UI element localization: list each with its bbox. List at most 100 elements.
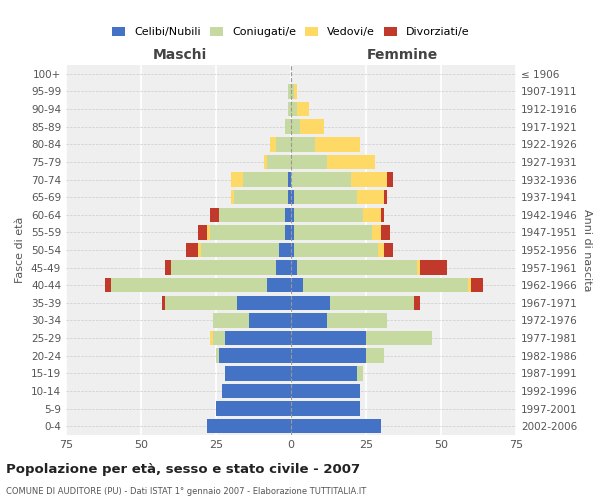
Bar [210,208,219,222]
Text: COMUNE DI AUDITORE (PU) - Dati ISTAT 1° gennaio 2007 - Elaborazione TUTTITALIA.I: COMUNE DI AUDITORE (PU) - Dati ISTAT 1° … [6,488,366,496]
Bar [213,331,225,345]
Bar [213,314,249,328]
Bar [291,190,294,204]
Bar [291,419,381,434]
Bar [225,331,291,345]
Bar [381,208,384,222]
Bar [363,208,381,222]
Bar [327,154,375,169]
Bar [171,260,276,275]
Bar [186,243,198,257]
Bar [201,243,279,257]
Bar [294,208,363,222]
Bar [288,172,291,186]
Bar [291,225,294,240]
Bar [219,348,291,363]
Bar [231,172,243,186]
Bar [285,225,291,240]
Bar [291,137,315,152]
Bar [222,384,291,398]
Bar [198,225,207,240]
Bar [291,120,300,134]
Bar [207,225,210,240]
Text: Popolazione per età, sesso e stato civile - 2007: Popolazione per età, sesso e stato civil… [6,462,360,475]
Bar [267,278,291,292]
Bar [285,208,291,222]
Bar [291,84,294,98]
Bar [420,260,447,275]
Bar [351,172,387,186]
Bar [165,260,171,275]
Bar [357,190,384,204]
Bar [291,331,366,345]
Bar [237,296,291,310]
Bar [366,331,432,345]
Bar [384,243,393,257]
Bar [378,243,384,257]
Bar [270,137,276,152]
Bar [291,154,327,169]
Bar [294,190,357,204]
Y-axis label: Fasce di età: Fasce di età [16,217,25,283]
Bar [315,137,360,152]
Bar [105,278,111,292]
Bar [216,348,219,363]
Bar [291,366,357,380]
Bar [291,278,303,292]
Bar [291,314,327,328]
Bar [264,154,267,169]
Bar [276,137,291,152]
Bar [165,296,237,310]
Bar [207,419,291,434]
Bar [231,190,234,204]
Bar [198,243,201,257]
Text: Femmine: Femmine [367,48,437,62]
Bar [303,278,468,292]
Bar [243,172,288,186]
Bar [414,296,420,310]
Bar [288,102,291,117]
Bar [357,366,363,380]
Bar [219,208,285,222]
Bar [234,190,288,204]
Bar [291,384,360,398]
Bar [372,225,381,240]
Bar [276,260,291,275]
Bar [291,348,366,363]
Bar [162,296,165,310]
Bar [288,190,291,204]
Bar [210,331,213,345]
Bar [297,102,309,117]
Bar [294,84,297,98]
Bar [291,172,351,186]
Bar [294,225,372,240]
Bar [291,208,294,222]
Bar [291,296,330,310]
Bar [249,314,291,328]
Bar [384,190,387,204]
Bar [381,225,390,240]
Bar [291,102,297,117]
Bar [297,260,417,275]
Bar [291,260,297,275]
Bar [267,154,291,169]
Legend: Celibi/Nubili, Coniugati/e, Vedovi/e, Divorziati/e: Celibi/Nubili, Coniugati/e, Vedovi/e, Di… [108,22,474,42]
Bar [417,260,420,275]
Bar [291,402,360,416]
Bar [291,243,294,257]
Bar [468,278,471,292]
Y-axis label: Anni di nascita: Anni di nascita [581,209,592,291]
Bar [288,84,291,98]
Bar [225,366,291,380]
Bar [330,296,414,310]
Bar [300,120,324,134]
Bar [216,402,291,416]
Bar [279,243,291,257]
Bar [210,225,285,240]
Bar [387,172,393,186]
Bar [294,243,378,257]
Bar [327,314,387,328]
Text: Maschi: Maschi [153,48,207,62]
Bar [111,278,267,292]
Bar [285,120,291,134]
